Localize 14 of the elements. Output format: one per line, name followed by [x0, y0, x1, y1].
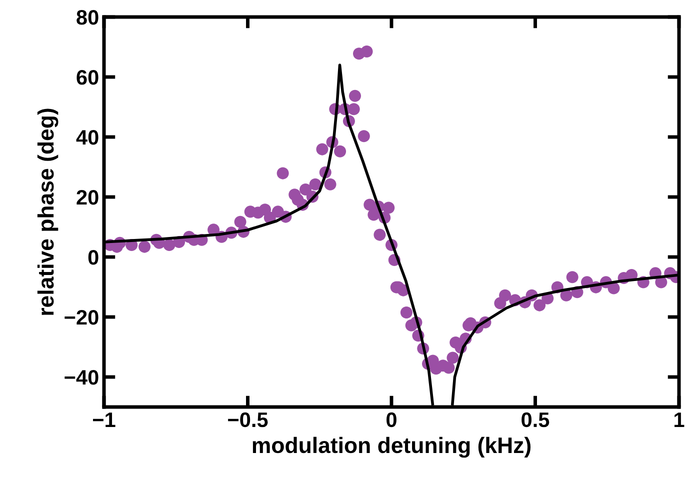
y-tick-label: 80	[76, 10, 98, 25]
x-tick-label: −1	[92, 412, 116, 427]
y-axis-title: relative phase (deg)	[37, 108, 58, 315]
x-tick-label: −0.5	[228, 412, 268, 428]
x-axis-title: modulation detuning (kHz)	[252, 436, 531, 458]
y-tick-label: 40	[76, 130, 98, 145]
y-tick-label: −40	[64, 370, 98, 385]
y-tick-label: 20	[76, 190, 98, 205]
x-tick-label: 1	[674, 412, 684, 427]
y-tick-label: −20	[64, 310, 98, 325]
y-tick-label: 60	[76, 70, 98, 85]
y-tick-label: 0	[88, 250, 98, 265]
x-tick-label: 0.5	[522, 412, 550, 428]
x-tick-label: 0	[386, 412, 396, 428]
